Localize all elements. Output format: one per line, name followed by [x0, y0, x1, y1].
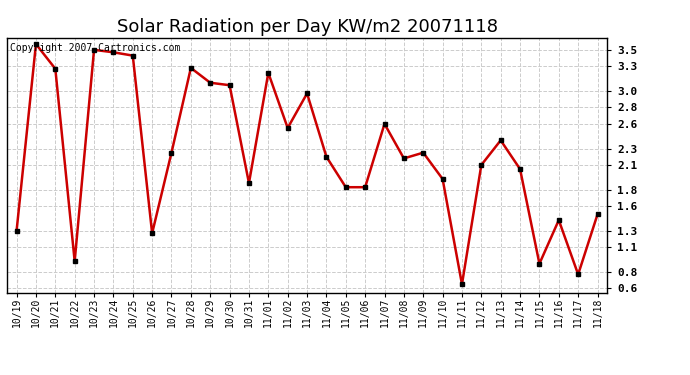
Title: Solar Radiation per Day KW/m2 20071118: Solar Radiation per Day KW/m2 20071118 [117, 18, 497, 36]
Text: Copyright 2007 Cartronics.com: Copyright 2007 Cartronics.com [10, 43, 180, 52]
